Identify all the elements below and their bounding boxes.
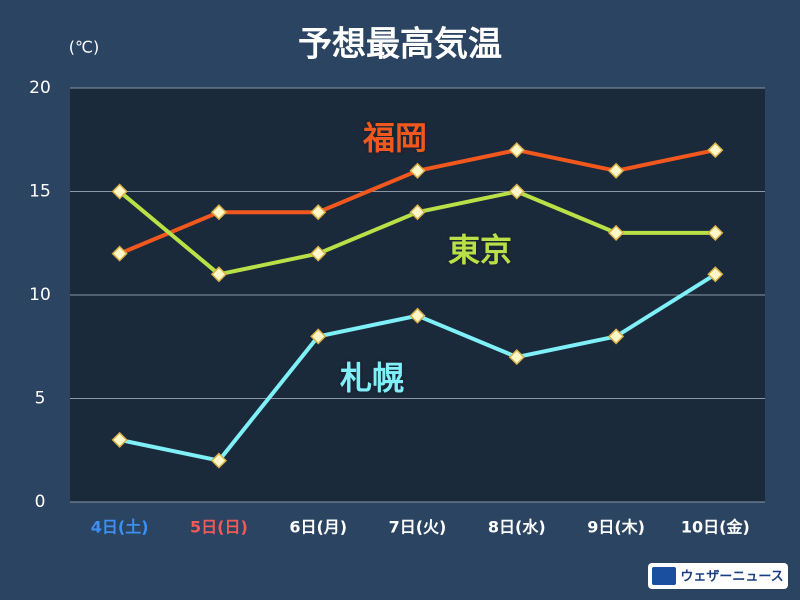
marker	[210, 452, 227, 469]
marker	[409, 307, 426, 324]
y-tick-label: 15	[29, 182, 51, 202]
marker	[608, 162, 625, 179]
brand-box	[648, 563, 788, 589]
marker	[409, 204, 426, 221]
x-tick-label: 10日(金)	[681, 518, 750, 537]
marker	[508, 142, 525, 159]
marker	[707, 224, 724, 241]
marker	[508, 183, 525, 200]
brand-name: ウェザーニュース	[680, 570, 783, 585]
chart-title: 予想最高気温	[298, 25, 502, 65]
marker	[310, 204, 327, 221]
marker	[111, 183, 128, 200]
y-tick-label: 20	[29, 78, 51, 98]
y-axis-label: (℃)	[69, 38, 99, 57]
series-label: 福岡	[362, 119, 427, 157]
series	[111, 142, 724, 262]
x-tick-label: 8日(水)	[488, 518, 546, 537]
marker	[310, 245, 327, 262]
series	[111, 183, 724, 283]
x-tick-label: 7日(火)	[389, 518, 447, 537]
series-label: 東京	[448, 231, 512, 269]
y-tick-label: 5	[35, 389, 46, 409]
series-label: 札幌	[340, 359, 404, 397]
brand-logo: ウェザーニュース	[648, 563, 788, 589]
x-tick-label: 5日(日)	[190, 518, 248, 537]
y-tick-label: 10	[29, 285, 51, 305]
series	[111, 266, 724, 469]
x-tick-label: 6日(月)	[289, 518, 347, 537]
marker	[707, 266, 724, 283]
y-tick-label: 0	[35, 492, 46, 512]
x-tick-label: 9日(木)	[587, 518, 645, 537]
marker	[111, 245, 128, 262]
marker	[409, 162, 426, 179]
marker	[608, 224, 625, 241]
x-tick-label: 4日(土)	[91, 518, 149, 537]
marker	[310, 328, 327, 345]
brand-icon	[652, 567, 676, 585]
marker	[608, 328, 625, 345]
marker	[210, 204, 227, 221]
marker	[210, 266, 227, 283]
marker	[508, 349, 525, 366]
marker	[707, 142, 724, 159]
marker	[111, 431, 128, 448]
